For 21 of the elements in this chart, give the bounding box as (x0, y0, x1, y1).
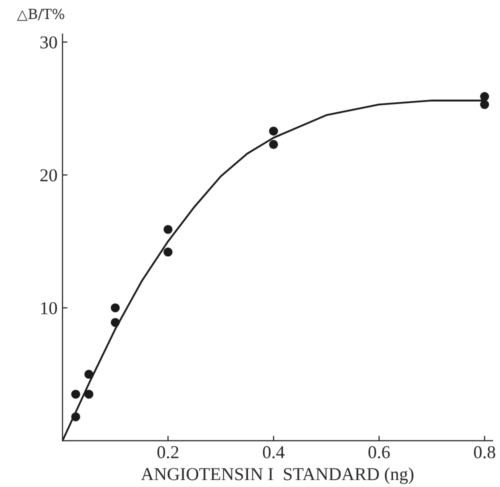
point (269, 126, 278, 136)
y-tick-label: 20 (40, 169, 57, 182)
x-tick-label: 0.4 (262, 446, 285, 458)
x-axis-title: ANGIOTENSIN I STANDARD (ng) (140, 468, 414, 484)
point (269, 140, 278, 149)
point (71, 390, 80, 399)
x-tick-label: 0.8 (474, 446, 496, 458)
y-axis-title: △B/T% (17, 8, 64, 21)
point (480, 92, 490, 102)
point (110, 318, 120, 327)
point (110, 303, 120, 312)
y-tick-label: 30 (40, 36, 57, 49)
y-tick-label: 10 (41, 302, 57, 314)
point (164, 248, 173, 257)
point (71, 412, 80, 422)
x-tick-label: 0.2 (157, 446, 178, 458)
point (84, 390, 94, 399)
point (84, 370, 94, 379)
point (164, 224, 173, 234)
point (480, 100, 490, 110)
x-tick-label: 0.6 (368, 446, 390, 458)
